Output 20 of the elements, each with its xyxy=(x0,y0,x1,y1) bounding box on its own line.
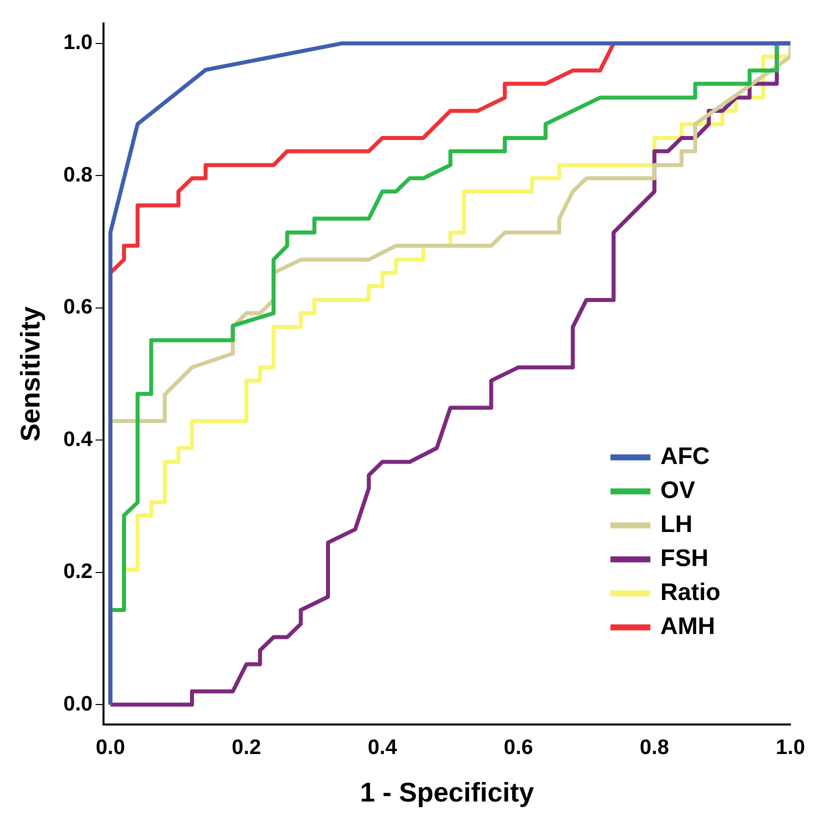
x-tick-label: 0.0 xyxy=(96,736,125,759)
x-axis-title: 1 - Specificity xyxy=(360,777,534,808)
y-tick-label: 0.0 xyxy=(63,692,93,716)
legend-label: Ratio xyxy=(660,579,720,606)
legend-label: FSH xyxy=(660,545,708,572)
x-tick-label: 0.2 xyxy=(232,736,261,759)
legend-label: OV xyxy=(660,477,696,504)
y-tick-label: 1.0 xyxy=(63,31,93,54)
x-tick-label: 1.0 xyxy=(776,736,806,759)
y-tick-label: 0.2 xyxy=(63,560,93,584)
y-tick-label: 0.8 xyxy=(63,163,93,186)
x-tick-label: 0.4 xyxy=(368,736,398,759)
x-tick-label: 0.8 xyxy=(640,736,670,759)
legend-label: AFC xyxy=(660,443,710,470)
y-tick-label: 0.4 xyxy=(63,428,93,451)
y-axis-title: Sensitivity xyxy=(16,306,46,442)
legend-label: LH xyxy=(660,511,692,538)
y-tick-label: 0.6 xyxy=(63,296,93,319)
x-tick-label: 0.6 xyxy=(504,736,533,759)
legend-label: AMH xyxy=(660,613,716,640)
